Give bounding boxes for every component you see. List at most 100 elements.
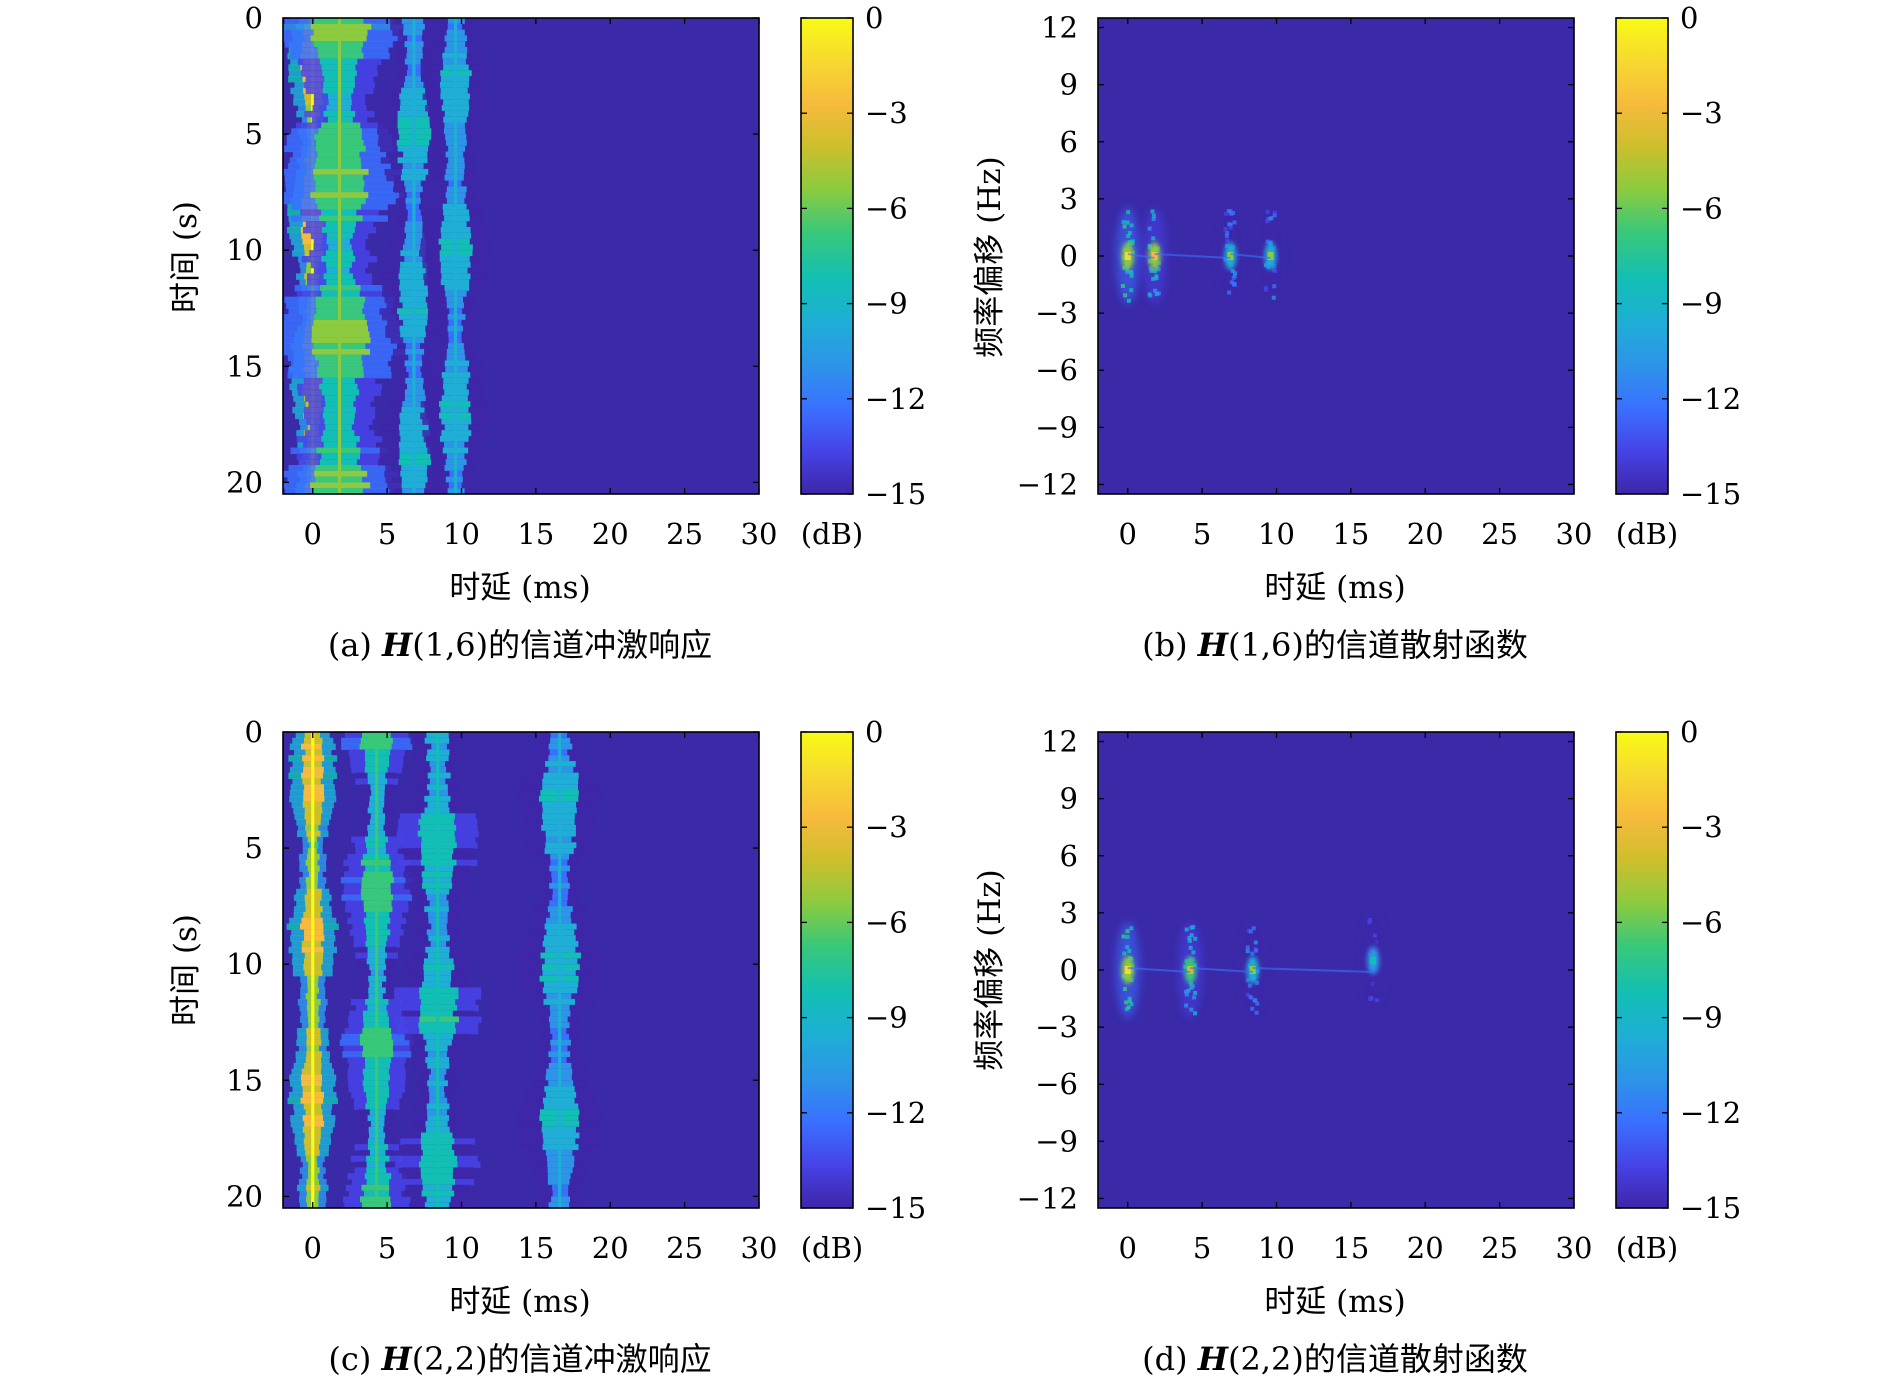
colorbar-tick-label: −3 [1680, 96, 1723, 130]
scatterer-0 [1115, 208, 1140, 304]
coupling-line [1154, 253, 1231, 259]
x-tick-label: 5 [378, 1231, 396, 1265]
x-tick-label: 15 [1332, 1231, 1369, 1265]
panel-c-xlabel: 时延 (ms) [449, 1284, 590, 1320]
y-tick-label: −9 [1035, 410, 1078, 444]
path-1-core [337, 18, 342, 494]
y-tick-label: 15 [226, 349, 263, 383]
colorbar-gradient [1616, 732, 1668, 1208]
panel-a-caption-prefix: (a) [328, 626, 382, 664]
panel-b-caption-prefix: (b) [1142, 626, 1198, 664]
colorbar-unit-label: (dB) [1616, 517, 1679, 551]
scatterer-3 [1361, 912, 1386, 1009]
path-2-core [412, 18, 416, 494]
panel-b-caption-suffix: (1,6)的信道散射函数 [1228, 626, 1528, 664]
scatterer-0 [1115, 922, 1140, 1018]
panel-c-caption: (c) H(2,2)的信道冲激响应 [328, 1340, 711, 1378]
colorbar-tick-label: −3 [1680, 810, 1723, 844]
colorbar-frame [1615, 731, 1669, 1209]
colorbar-tick-label: −3 [865, 96, 908, 130]
colorbar-tick-label: −6 [865, 905, 908, 939]
panel-d-xlabel: 时延 (ms) [1264, 1284, 1405, 1320]
colorbar-tick-label: −3 [865, 810, 908, 844]
colorbar-tick-label: 0 [1680, 1, 1698, 35]
x-tick-label: 30 [741, 1231, 778, 1265]
path-2-trace [393, 732, 482, 1208]
path-3-core [558, 732, 562, 1208]
colorbar-tick-label: 0 [865, 715, 883, 749]
path-0-core [311, 732, 315, 1208]
colorbar-tick-label: −12 [1680, 1096, 1741, 1130]
x-tick-label: 20 [1407, 1231, 1444, 1265]
scatterer-2 [1218, 208, 1243, 304]
y-tick-label: −9 [1035, 1124, 1078, 1158]
y-tick-label: 9 [1060, 68, 1078, 102]
panel-c: 0 5 10 15 20 25 30 0 5 10 15 20 0 −3 −6 −9 −12 −15(dB) 时… [168, 715, 926, 1378]
panel-d-caption-suffix: (2,2)的信道散射函数 [1228, 1340, 1528, 1378]
path-1-core [375, 732, 379, 1208]
y-tick-label: 6 [1060, 125, 1078, 159]
y-tick-label: 3 [1060, 182, 1078, 216]
panel-b-caption: (b) H(1,6)的信道散射函数 [1142, 626, 1528, 664]
panel-d-heatmap [1098, 732, 1574, 1208]
y-tick-label: 20 [226, 1179, 263, 1213]
panel-c-axes: 0 5 10 15 20 25 30 0 5 10 15 20 [226, 715, 777, 1265]
plot-frame [282, 17, 760, 495]
x-tick-label: 0 [304, 517, 322, 551]
y-tick-label: 0 [1060, 953, 1078, 987]
x-tick-label: 0 [304, 1231, 322, 1265]
colorbar-tick-label: −12 [1680, 382, 1741, 416]
x-tick-label: 15 [517, 1231, 554, 1265]
colorbar-tick-label: −9 [865, 1001, 908, 1035]
y-tick-label: −12 [1017, 1181, 1078, 1215]
y-tick-label: 12 [1041, 11, 1078, 45]
panel-a: 0 5 10 15 20 25 30 0 5 10 15 20 0 −3 −6 −9 −12 −15(dB) 时… [168, 1, 926, 664]
x-tick-label: 15 [1332, 517, 1369, 551]
panel-a-axes: 0 5 10 15 20 25 30 0 5 10 15 20 [226, 1, 777, 551]
panel-c-caption-suffix: (2,2)的信道冲激响应 [412, 1340, 712, 1378]
y-tick-label: 0 [245, 1, 263, 35]
plot-frame [282, 731, 760, 1209]
panel-a-caption: (a) H(1,6)的信道冲激响应 [328, 626, 712, 664]
path-2-trace [377, 18, 451, 494]
x-tick-label: 0 [1119, 1231, 1137, 1265]
panel-a-heatmap [283, 18, 759, 494]
coupling-line [1230, 253, 1271, 259]
panel-d-caption-matrix: H [1197, 1340, 1230, 1378]
path-0-trace [286, 732, 339, 1208]
panel-b-xlabel: 时延 (ms) [1264, 570, 1405, 606]
panel-d-caption-prefix: (d) [1142, 1340, 1198, 1378]
y-tick-label: 9 [1060, 782, 1078, 816]
scatterer-1 [1178, 922, 1203, 1018]
coupling-line [1127, 253, 1155, 259]
colorbar-tick-label: −15 [865, 477, 926, 511]
y-tick-label: 20 [226, 465, 263, 499]
x-tick-label: 20 [592, 517, 629, 551]
x-tick-label: 0 [1119, 517, 1137, 551]
y-tick-label: 10 [226, 947, 263, 981]
panel-c-heatmap [283, 732, 759, 1208]
x-tick-label: 25 [666, 1231, 703, 1265]
colorbar-tick-label: −9 [1680, 287, 1723, 321]
scatterer-1 [1142, 208, 1167, 304]
colorbar-frame [800, 731, 854, 1209]
colorbar-tick-label: −6 [1680, 191, 1723, 225]
x-tick-label: 5 [1193, 1231, 1211, 1265]
colorbar-tick-label: −6 [865, 191, 908, 225]
x-tick-label: 25 [1481, 517, 1518, 551]
panel-b-ylabel: 频率偏移 (Hz) [972, 156, 1008, 357]
path-3-core [453, 18, 458, 494]
colorbar-unit-label: (dB) [801, 517, 864, 551]
panel-a-ylabel: 时间 (s) [168, 201, 204, 313]
x-tick-label: 30 [741, 517, 778, 551]
panel-b-colorbar: 0 −3 −6 −9 −12 −15(dB) [1615, 1, 1741, 551]
colorbar-tick-label: −12 [865, 382, 926, 416]
x-tick-label: 5 [378, 517, 396, 551]
y-tick-label: 12 [1041, 725, 1078, 759]
y-tick-label: 6 [1060, 839, 1078, 873]
y-tick-label: 3 [1060, 896, 1078, 930]
colorbar-tick-label: −9 [865, 287, 908, 321]
colorbar-tick-label: −12 [865, 1096, 926, 1130]
x-tick-label: 15 [517, 517, 554, 551]
panel-c-colorbar: 0 −3 −6 −9 −12 −15(dB) [800, 715, 926, 1265]
